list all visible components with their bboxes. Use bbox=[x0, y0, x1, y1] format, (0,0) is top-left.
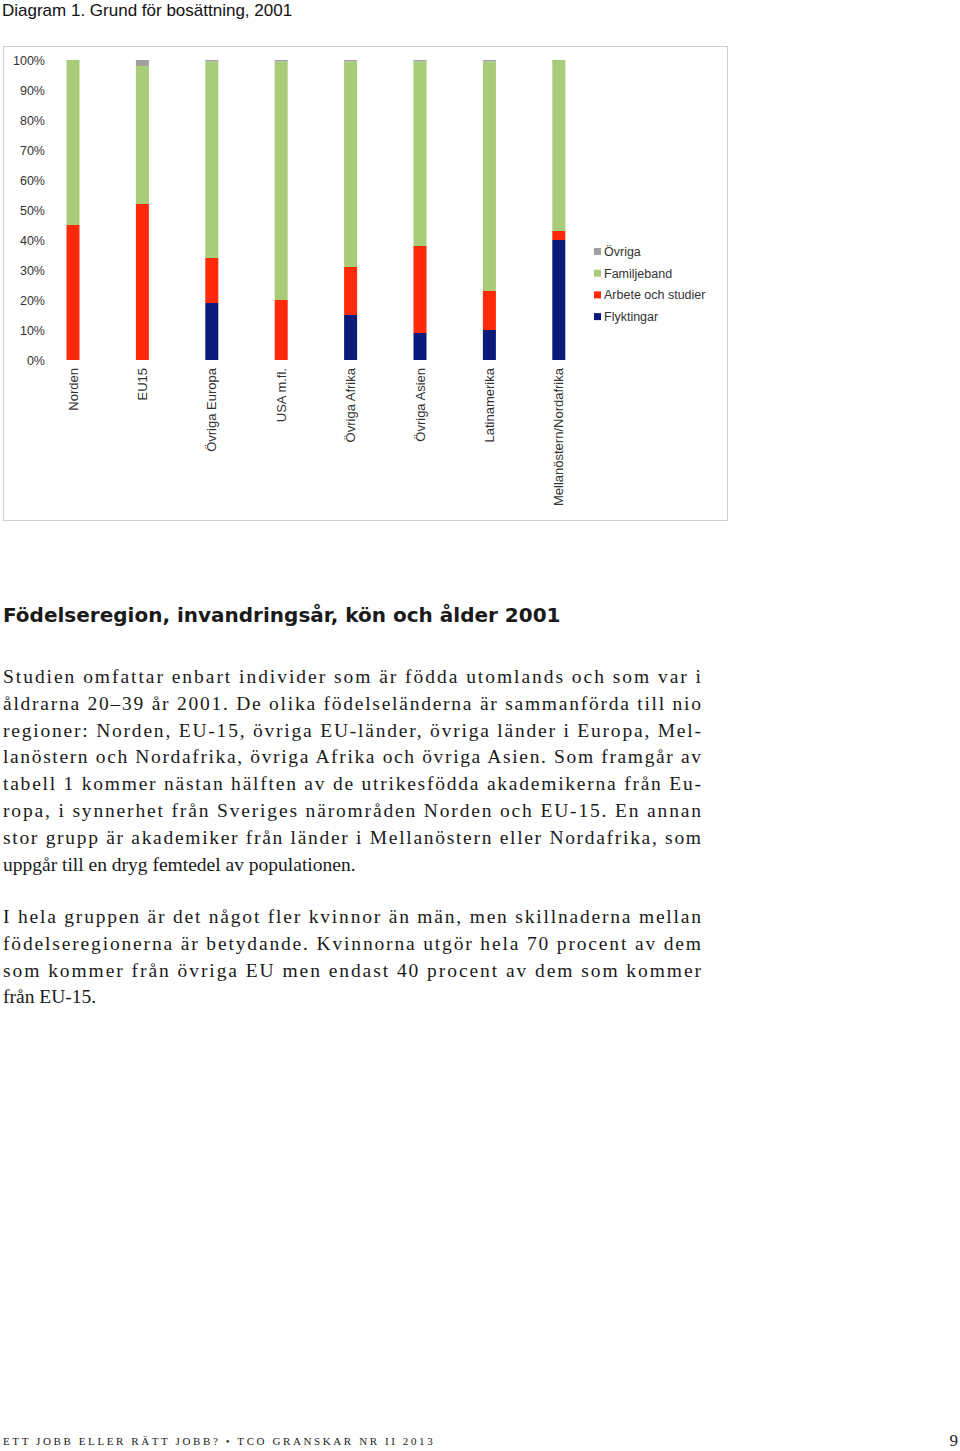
paragraph-line: ropa, i synnerhet från Sveriges närområd… bbox=[3, 800, 701, 821]
bar-segment bbox=[205, 60, 218, 62]
x-tick-label: Mellanöstern/Nordafrika bbox=[551, 367, 566, 506]
bar-segment bbox=[552, 60, 565, 231]
bar-segment bbox=[344, 267, 357, 315]
x-tick-label: Övriga Europa bbox=[204, 367, 219, 452]
legend-swatch bbox=[594, 270, 601, 277]
paragraph-line: lanöstern och Nordafrika, övriga Afrika … bbox=[3, 746, 701, 767]
bar-segment bbox=[414, 62, 427, 247]
x-tick-label: Latinamerika bbox=[482, 367, 497, 442]
paragraph-line: regioner: Norden, EU-15, övriga EU-lände… bbox=[3, 720, 701, 741]
legend-swatch bbox=[594, 291, 601, 298]
bar-segment bbox=[414, 60, 427, 62]
bar-segment bbox=[67, 60, 80, 225]
bar-segment bbox=[483, 330, 496, 360]
legend-label: Övriga bbox=[604, 245, 641, 259]
paragraph-line: från EU-15. bbox=[3, 986, 96, 1007]
y-tick-label: 60% bbox=[20, 174, 45, 188]
page-number: 9 bbox=[950, 1431, 959, 1450]
footer-text: ETT JOBB ELLER RÄTT JOBB? • TCO GRANSKAR… bbox=[3, 1435, 435, 1447]
paragraph-line: födelseregionerna är betydande. Kvinnorn… bbox=[3, 933, 701, 954]
legend-label: Arbete och studier bbox=[604, 288, 705, 302]
bar-segment bbox=[552, 231, 565, 240]
bar-segment bbox=[483, 291, 496, 330]
heading: Födelseregion, invandringsår, kön och ål… bbox=[3, 603, 561, 627]
bar-segment bbox=[67, 60, 80, 61]
bar-segment bbox=[552, 60, 565, 61]
y-tick-label: 100% bbox=[13, 54, 45, 68]
x-tick-label: Övriga Asien bbox=[413, 368, 428, 442]
paragraph-line: uppgår till en dryg femtedel av populati… bbox=[3, 854, 356, 875]
bar-segment bbox=[136, 204, 149, 360]
paragraph-line: Studien omfattar enbart individer som är… bbox=[3, 666, 702, 687]
bar-segment bbox=[344, 315, 357, 360]
legend-label: Flyktingar bbox=[604, 310, 658, 324]
y-tick-label: 70% bbox=[20, 144, 45, 158]
y-tick-label: 20% bbox=[20, 294, 45, 308]
y-tick-label: 80% bbox=[20, 114, 45, 128]
bar-segment bbox=[205, 303, 218, 360]
legend-swatch bbox=[594, 313, 601, 320]
y-tick-label: 30% bbox=[20, 264, 45, 278]
y-tick-label: 0% bbox=[27, 354, 45, 368]
bars bbox=[67, 60, 566, 360]
bar-segment bbox=[67, 225, 80, 360]
bar-segment bbox=[344, 60, 357, 62]
y-tick-label: 40% bbox=[20, 234, 45, 248]
y-tick-label: 50% bbox=[20, 204, 45, 218]
legend-label: Familjeband bbox=[604, 267, 672, 281]
chart-title: Diagram 1. Grund för bosättning, 2001 bbox=[2, 1, 292, 20]
x-tick-label: EU15 bbox=[135, 368, 150, 401]
legend-swatch bbox=[594, 248, 601, 255]
page: Diagram 1. Grund för bosättning, 2001 0% 1… bbox=[0, 0, 960, 1451]
paragraph-line: stor grupp är akademiker från länder i M… bbox=[3, 827, 701, 848]
bar-segment bbox=[483, 60, 496, 62]
x-tick-label: Norden bbox=[66, 368, 81, 411]
paragraph-line: I hela gruppen är det något fler kvinnor… bbox=[3, 906, 701, 927]
bar-segment bbox=[205, 62, 218, 259]
x-tick-label: Övriga Afrika bbox=[343, 367, 358, 442]
bar-segment bbox=[414, 246, 427, 333]
y-tick-label: 90% bbox=[20, 84, 45, 98]
bar-segment bbox=[344, 62, 357, 268]
bar-segment bbox=[205, 258, 218, 303]
bar-segment bbox=[483, 62, 496, 292]
paragraph-line: som kommer från övriga EU men endast 40 … bbox=[3, 960, 702, 981]
paragraph-line: åldrarna 20–39 år 2001. De olika födelse… bbox=[3, 693, 701, 714]
bar-segment bbox=[275, 60, 288, 62]
chart-frame bbox=[4, 47, 728, 521]
y-tick-label: 10% bbox=[20, 324, 45, 338]
bar-segment bbox=[414, 333, 427, 360]
bar-segment bbox=[552, 240, 565, 360]
bar-segment bbox=[136, 66, 149, 204]
paragraph-line: tabell 1 kommer nästan hälften av de utr… bbox=[3, 773, 701, 794]
bar-segment bbox=[136, 60, 149, 66]
bar-segment bbox=[275, 62, 288, 301]
bar-segment bbox=[275, 300, 288, 360]
x-tick-label: USA m.fl. bbox=[274, 368, 289, 422]
